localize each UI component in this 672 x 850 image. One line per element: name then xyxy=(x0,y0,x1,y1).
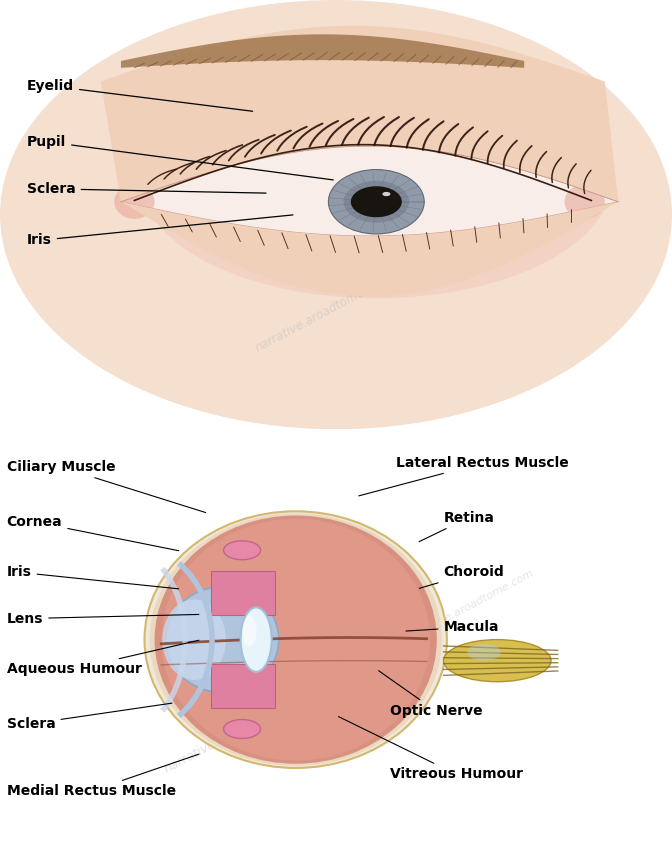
Ellipse shape xyxy=(564,184,605,219)
Text: Iris: Iris xyxy=(27,215,293,247)
Ellipse shape xyxy=(161,518,430,761)
Ellipse shape xyxy=(141,62,612,298)
Ellipse shape xyxy=(343,181,409,223)
Ellipse shape xyxy=(166,586,279,693)
Text: narrative.aroadtome.com: narrative.aroadtome.com xyxy=(443,128,565,199)
Ellipse shape xyxy=(155,515,437,764)
Ellipse shape xyxy=(241,608,271,672)
Text: Lateral Rectus Muscle: Lateral Rectus Muscle xyxy=(359,456,569,496)
Text: narrative.aroadtome.com: narrative.aroadtome.com xyxy=(405,568,536,644)
Text: Aqueous Humour: Aqueous Humour xyxy=(7,640,199,676)
Ellipse shape xyxy=(144,512,447,768)
Text: Cornea: Cornea xyxy=(7,515,179,551)
Text: Lens: Lens xyxy=(7,612,199,626)
Text: Iris: Iris xyxy=(7,565,179,589)
Ellipse shape xyxy=(351,186,402,218)
Text: narrative.aroadtome.com: narrative.aroadtome.com xyxy=(253,272,392,354)
Text: Optic Nerve: Optic Nerve xyxy=(378,671,482,718)
Text: Medial Rectus Muscle: Medial Rectus Muscle xyxy=(7,754,199,798)
Polygon shape xyxy=(121,146,618,236)
Polygon shape xyxy=(121,34,524,68)
Text: Retina: Retina xyxy=(419,511,495,541)
Polygon shape xyxy=(101,26,618,201)
Polygon shape xyxy=(121,201,618,296)
Ellipse shape xyxy=(243,615,257,647)
Text: Vitreous Humour: Vitreous Humour xyxy=(339,717,523,781)
Text: narrative.aroadtome.com: narrative.aroadtome.com xyxy=(162,689,308,775)
Ellipse shape xyxy=(444,640,551,682)
Polygon shape xyxy=(211,665,274,708)
Text: Eyelid: Eyelid xyxy=(27,79,253,111)
Text: Sclera: Sclera xyxy=(27,182,266,196)
Ellipse shape xyxy=(224,720,261,739)
Ellipse shape xyxy=(0,0,672,429)
Text: Macula: Macula xyxy=(406,620,499,634)
Text: Choroid: Choroid xyxy=(419,565,504,588)
Ellipse shape xyxy=(149,513,442,766)
Text: Ciliary Muscle: Ciliary Muscle xyxy=(7,460,206,513)
Ellipse shape xyxy=(224,541,261,559)
Ellipse shape xyxy=(382,192,390,196)
Ellipse shape xyxy=(114,184,155,219)
Text: Pupil: Pupil xyxy=(27,134,333,180)
Ellipse shape xyxy=(467,643,501,660)
Text: Sclera: Sclera xyxy=(7,703,172,731)
Ellipse shape xyxy=(329,169,424,234)
Polygon shape xyxy=(211,571,274,615)
Ellipse shape xyxy=(163,599,226,680)
